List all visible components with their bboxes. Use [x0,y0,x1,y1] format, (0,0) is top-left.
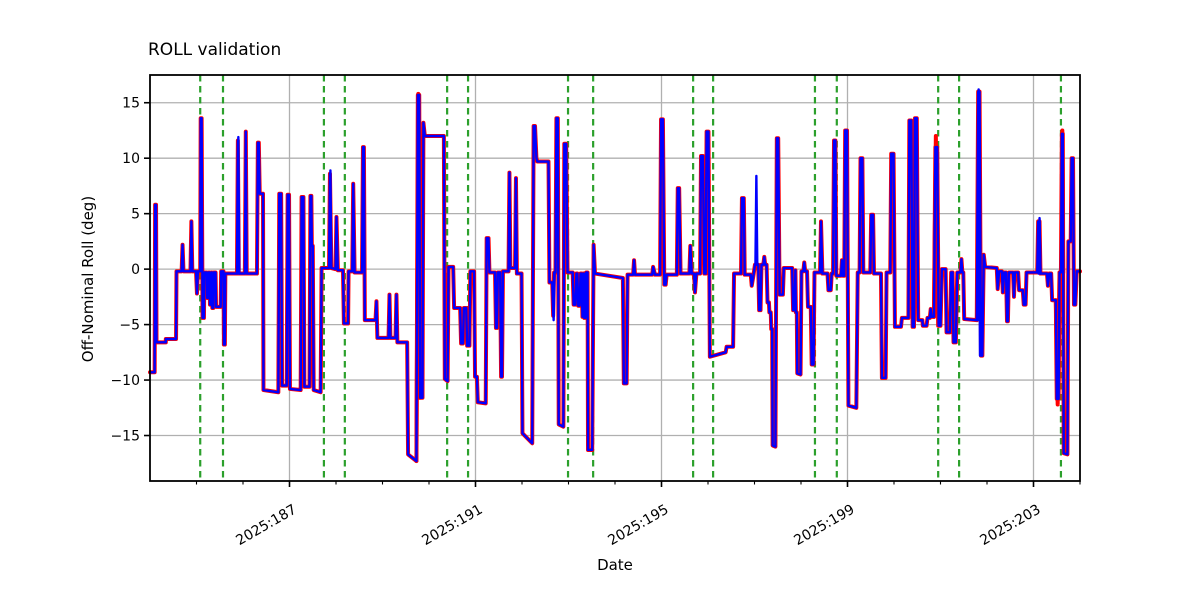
y-tick-label: 0 [131,262,140,278]
blue-line [148,90,1082,463]
y-tick-label: 10 [122,151,140,167]
blue-extra-segment [236,135,241,275]
axis-ticks [144,101,1081,487]
y-tick-label: −15 [110,429,140,445]
blue-extra-segment [976,88,982,357]
chart-title: ROLL validation [148,40,282,60]
y-tick-label: 15 [122,96,140,112]
y-tick-label: −10 [110,373,140,389]
x-axis-label: Date [597,556,633,574]
blue-extra-segment [1037,216,1042,275]
y-tick-label: 5 [131,207,140,223]
y-tick-label: −5 [119,318,140,334]
data-series [148,88,1082,464]
blue-extra-segment [754,174,759,266]
blue-extra-segment [328,169,333,270]
blue-extra-segment [551,271,556,322]
y-axis-label: Off-Nominal Roll (deg) [79,195,97,363]
